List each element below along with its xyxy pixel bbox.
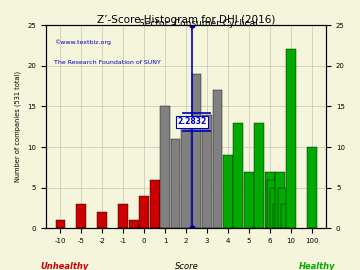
Bar (223, 155, 233, 228)
Text: The Research Foundation of SUNY: The Research Foundation of SUNY (54, 60, 161, 65)
Bar (267, 180, 277, 228)
Bar (118, 204, 128, 228)
Text: ©www.textbiz.org: ©www.textbiz.org (54, 39, 111, 45)
Bar (139, 196, 149, 228)
Bar (55, 220, 66, 228)
Bar (97, 212, 107, 228)
Text: Healthy: Healthy (298, 262, 335, 270)
Text: 2.2832: 2.2832 (177, 117, 207, 126)
Bar (278, 188, 288, 228)
Text: Sector: Consumer Cyclical: Sector: Consumer Cyclical (139, 19, 257, 28)
Bar (275, 171, 285, 228)
Bar (212, 90, 222, 228)
Bar (202, 114, 212, 228)
Bar (181, 123, 191, 228)
Bar (273, 204, 283, 228)
Text: Score: Score (175, 262, 199, 270)
Bar (286, 49, 296, 228)
Y-axis label: Number of companies (531 total): Number of companies (531 total) (15, 71, 22, 182)
Bar (255, 123, 264, 228)
Bar (150, 180, 159, 228)
Bar (171, 139, 180, 228)
Bar (265, 171, 275, 228)
Bar (270, 188, 280, 228)
Title: Z’-Score Histogram for DHI (2016): Z’-Score Histogram for DHI (2016) (97, 15, 275, 25)
Bar (233, 123, 243, 228)
Bar (76, 204, 86, 228)
Bar (129, 220, 139, 228)
Bar (280, 204, 291, 228)
Bar (160, 106, 170, 228)
Bar (192, 74, 201, 228)
Text: Unhealthy: Unhealthy (41, 262, 89, 270)
Bar (244, 171, 254, 228)
Bar (307, 147, 316, 228)
